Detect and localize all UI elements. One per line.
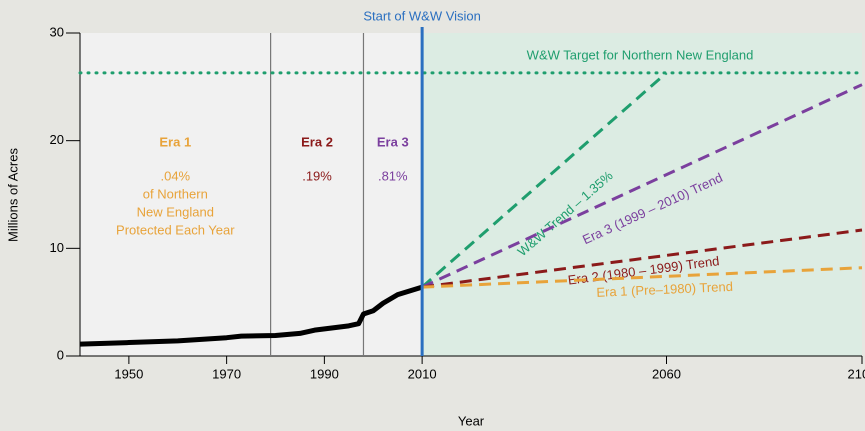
- trend-line: [421, 71, 668, 289]
- era-text: .19%: [302, 168, 332, 183]
- era-text: Protected Each Year: [116, 222, 235, 237]
- history-line: [79, 284, 423, 347]
- vision-area: [422, 33, 862, 356]
- era-text: New England: [137, 204, 214, 219]
- vision-start-label: Start of W&W Vision: [363, 8, 481, 23]
- era-title: Era 1: [159, 134, 191, 149]
- y-tick-label: 30: [50, 24, 64, 39]
- era-title: Era 3: [377, 134, 409, 149]
- x-tick-label: 1970: [212, 366, 241, 381]
- x-tick-label: 2060: [652, 366, 681, 381]
- trend-label: Era 1 (Pre–1980) Trend: [596, 279, 733, 300]
- y-axis-label: Millions of Acres: [5, 148, 20, 242]
- x-tick-label: 2100: [848, 366, 865, 381]
- target-label: W&W Target for Northern New England: [527, 47, 754, 62]
- trend-line: [422, 266, 863, 289]
- trend-line: [421, 228, 863, 289]
- era-text: of Northern: [143, 186, 208, 201]
- x-tick-label: 1950: [114, 366, 143, 381]
- history-area: [80, 33, 423, 356]
- trend-line: [421, 83, 863, 289]
- y-tick-label: 20: [50, 132, 64, 147]
- era-text: .04%: [160, 168, 190, 183]
- y-tick-label: 0: [57, 347, 64, 362]
- x-tick-label: 1990: [310, 366, 339, 381]
- era-text: .81%: [378, 168, 408, 183]
- x-axis-label: Year: [458, 413, 485, 428]
- era-title: Era 2: [301, 134, 333, 149]
- y-tick-label: 10: [50, 240, 64, 255]
- x-tick-label: 2010: [408, 366, 437, 381]
